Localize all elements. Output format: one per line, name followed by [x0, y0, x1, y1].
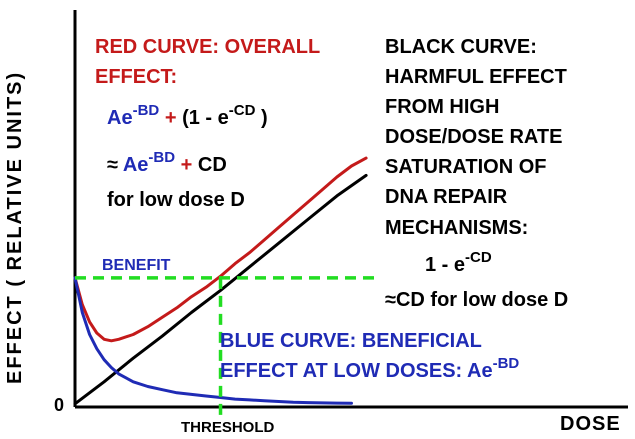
- black-curve-line3: FROM HIGH: [385, 96, 500, 118]
- formula-plus: +: [164, 107, 177, 129]
- formula-close-paren: ): [260, 107, 268, 129]
- origin-label: 0: [54, 395, 65, 415]
- series-line-black-curve: [73, 173, 368, 406]
- y-axis-label: EFFECT ( RELATIVE UNITS): [4, 70, 26, 384]
- black-curve-line6: DNA REPAIR: [385, 186, 508, 208]
- formula-term-ae: Ae: [122, 154, 149, 176]
- axes: [73, 10, 628, 409]
- black-curve-line2: HARMFUL EFFECT: [385, 66, 567, 88]
- formula-term-one-minus: (1 - e: [182, 107, 229, 129]
- benefit-label: BENEFIT: [102, 257, 171, 274]
- black-curve-line7: MECHANISMS:: [385, 217, 529, 239]
- formula-term-cd: CD: [197, 154, 227, 176]
- series-line-blue-curve: [73, 276, 353, 405]
- formula-exp-cd: -CD: [228, 102, 256, 119]
- formula-exp-bd: -BD: [148, 149, 176, 166]
- red-formula-exact: Ae-BD + (1 - e-CD ): [107, 103, 268, 129]
- black-curve-line4: DOSE/DOSE RATE: [385, 126, 563, 148]
- red-formula-approx: ≈ Ae-BD + CD: [107, 150, 227, 176]
- red-curve-title-line1: RED CURVE: OVERALL: [95, 36, 321, 58]
- black-formula-approx: ≈CD for low dose D: [385, 289, 569, 311]
- approx-symbol: ≈: [107, 154, 118, 176]
- x-axis-label: DOSE: [560, 413, 621, 435]
- formula-plus: +: [180, 154, 193, 176]
- formula-term-ae: Ae: [107, 107, 133, 129]
- formula-exp-bd: -BD: [132, 102, 160, 119]
- black-curve-line5: SATURATION OF: [385, 156, 547, 178]
- black-formula: 1 - e-CD: [425, 250, 492, 276]
- formula-exp-cd: -CD: [465, 249, 492, 266]
- blue-curve-title-line1: BLUE CURVE: BENEFICIAL: [220, 330, 482, 352]
- formula-term-one-minus: 1 - e: [425, 254, 466, 276]
- blue-curve-title-text: EFFECT AT LOW DOSES: Ae: [220, 360, 493, 382]
- series-line-red-curve: [73, 156, 368, 343]
- curves: [73, 156, 368, 406]
- red-formula-note: for low dose D: [107, 189, 245, 211]
- formula-exp-bd: -BD: [492, 355, 520, 372]
- threshold-lines: [75, 276, 378, 418]
- threshold-label: THRESHOLD: [181, 419, 275, 436]
- red-curve-title-line2: EFFECT:: [95, 66, 178, 88]
- black-curve-line1: BLACK CURVE:: [385, 36, 537, 58]
- blue-curve-title-line2: EFFECT AT LOW DOSES: Ae-BD: [220, 356, 519, 382]
